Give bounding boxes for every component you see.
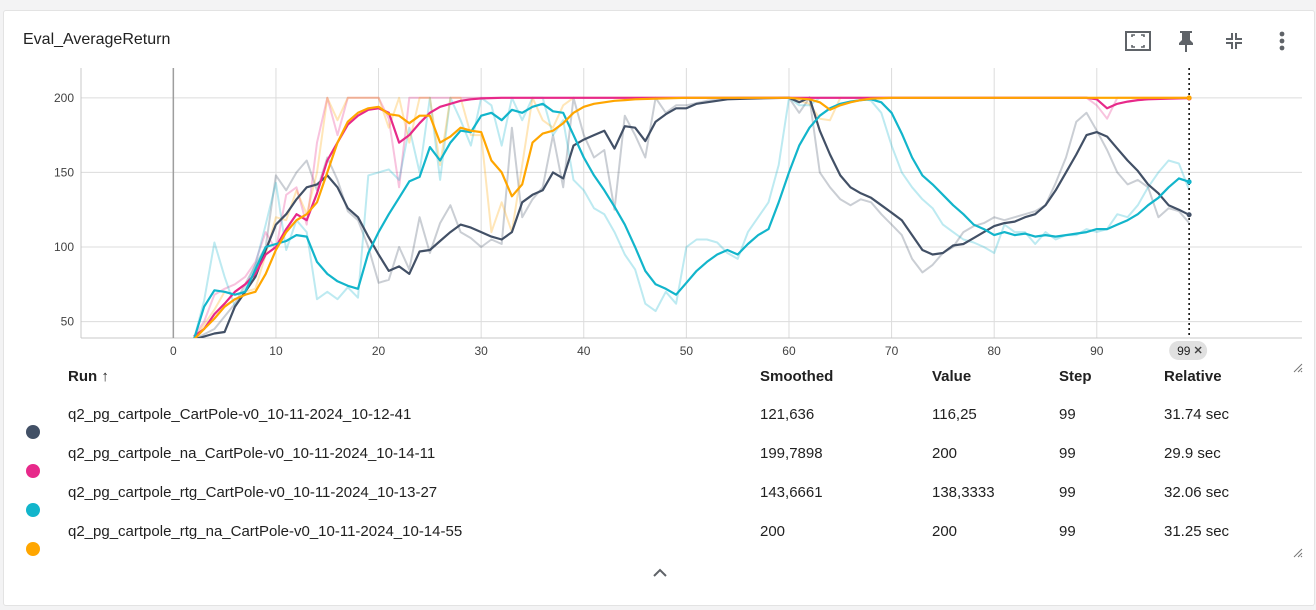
pin-button[interactable] <box>1162 25 1210 57</box>
fit-domain-icon <box>1124 29 1152 53</box>
pin-icon <box>1175 29 1197 53</box>
run-color-dot <box>26 503 40 517</box>
run-name: q2_pg_cartpole_rtg_na_CartPole-v0_10-11-… <box>68 523 463 540</box>
value: 138,3333 <box>932 484 995 501</box>
card-title: Eval_AverageReturn <box>23 31 171 48</box>
smoothed-value: 199,7898 <box>760 445 823 462</box>
x-tick-label: 60 <box>782 344 796 358</box>
run-name: q2_pg_cartpole_na_CartPole-v0_10-11-2024… <box>68 445 436 462</box>
table-row[interactable]: q2_pg_cartpole_CartPole-v0_10-11-2024_10… <box>0 406 1312 445</box>
chart-resize-handle[interactable] <box>1291 361 1303 373</box>
header-value[interactable]: Value <box>932 368 972 385</box>
run-name: q2_pg_cartpole_CartPole-v0_10-11-2024_10… <box>68 406 412 423</box>
header-run[interactable]: Run ↑ <box>68 368 109 385</box>
table-row[interactable]: q2_pg_cartpole_rtg_CartPole-v0_10-11-202… <box>0 484 1312 523</box>
hover-step-label: 99 <box>1177 344 1191 358</box>
run-name: q2_pg_cartpole_rtg_CartPole-v0_10-11-202… <box>68 484 438 501</box>
y-tick-label: 50 <box>61 315 75 329</box>
series-smoothed-line[interactable] <box>193 98 1190 339</box>
relative-time: 29.9 sec <box>1164 445 1221 462</box>
header-step[interactable]: Step <box>1059 368 1092 385</box>
x-tick-label: 30 <box>474 344 488 358</box>
relative-time: 31.25 sec <box>1164 523 1230 540</box>
series-raw-line <box>194 96 1190 338</box>
expand-less-button[interactable] <box>650 565 670 581</box>
relative-time: 32.06 sec <box>1164 484 1230 501</box>
x-tick-label: 20 <box>372 344 386 358</box>
more-vert-icon <box>1277 29 1287 53</box>
value: 200 <box>932 523 958 540</box>
header-relative[interactable]: Relative <box>1164 368 1222 385</box>
more-options-button[interactable] <box>1258 25 1306 57</box>
chevron-up-icon <box>653 568 667 577</box>
close-icon[interactable] <box>1194 346 1202 354</box>
x-tick-label: 0 <box>170 344 177 358</box>
smoothed-value: 121,636 <box>760 406 815 423</box>
y-tick-label: 200 <box>54 91 74 105</box>
x-tick-label: 40 <box>577 344 591 358</box>
y-tick-label: 150 <box>54 165 74 179</box>
smoothed-value: 200 <box>760 523 786 540</box>
run-color-dot <box>26 542 40 556</box>
x-tick-label: 70 <box>885 344 899 358</box>
y-tick-label: 100 <box>54 240 74 254</box>
series-smoothed-line[interactable] <box>193 96 1190 340</box>
series-smoothed-line[interactable] <box>194 96 1190 340</box>
hover-point <box>1186 212 1192 218</box>
value: 200 <box>932 445 958 462</box>
step: 99 <box>1059 484 1076 501</box>
line-chart[interactable]: 50 100 150 200 0 10 20 30 40 50 60 70 80 90 99 <box>0 0 1316 370</box>
series-smoothed-line[interactable] <box>193 96 1190 338</box>
x-tick-label: 90 <box>1090 344 1104 358</box>
value: 116,25 <box>932 406 977 423</box>
smoothed-value: 143,6661 <box>760 484 823 501</box>
fit-domain-button[interactable] <box>1114 25 1162 57</box>
relative-time: 31.74 sec <box>1164 406 1230 423</box>
table-row[interactable]: q2_pg_cartpole_na_CartPole-v0_10-11-2024… <box>0 445 1312 484</box>
hover-point <box>1186 179 1192 185</box>
table-row[interactable]: q2_pg_cartpole_rtg_na_CartPole-v0_10-11-… <box>0 523 1312 562</box>
x-tick-label: 80 <box>988 344 1002 358</box>
step: 99 <box>1059 523 1076 540</box>
series-raw-line <box>193 96 1191 338</box>
x-tick-label: 50 <box>680 344 694 358</box>
run-color-dot <box>26 464 40 478</box>
card-toolbar <box>1114 25 1306 57</box>
hover-point <box>1186 95 1192 101</box>
table-resize-handle[interactable] <box>1291 546 1303 558</box>
header-smoothed[interactable]: Smoothed <box>760 368 834 385</box>
hover-step-chip[interactable] <box>1169 341 1208 360</box>
step: 99 <box>1059 445 1076 462</box>
x-tick-label: 10 <box>269 344 283 358</box>
run-color-dot <box>26 425 40 439</box>
step: 99 <box>1059 406 1076 423</box>
